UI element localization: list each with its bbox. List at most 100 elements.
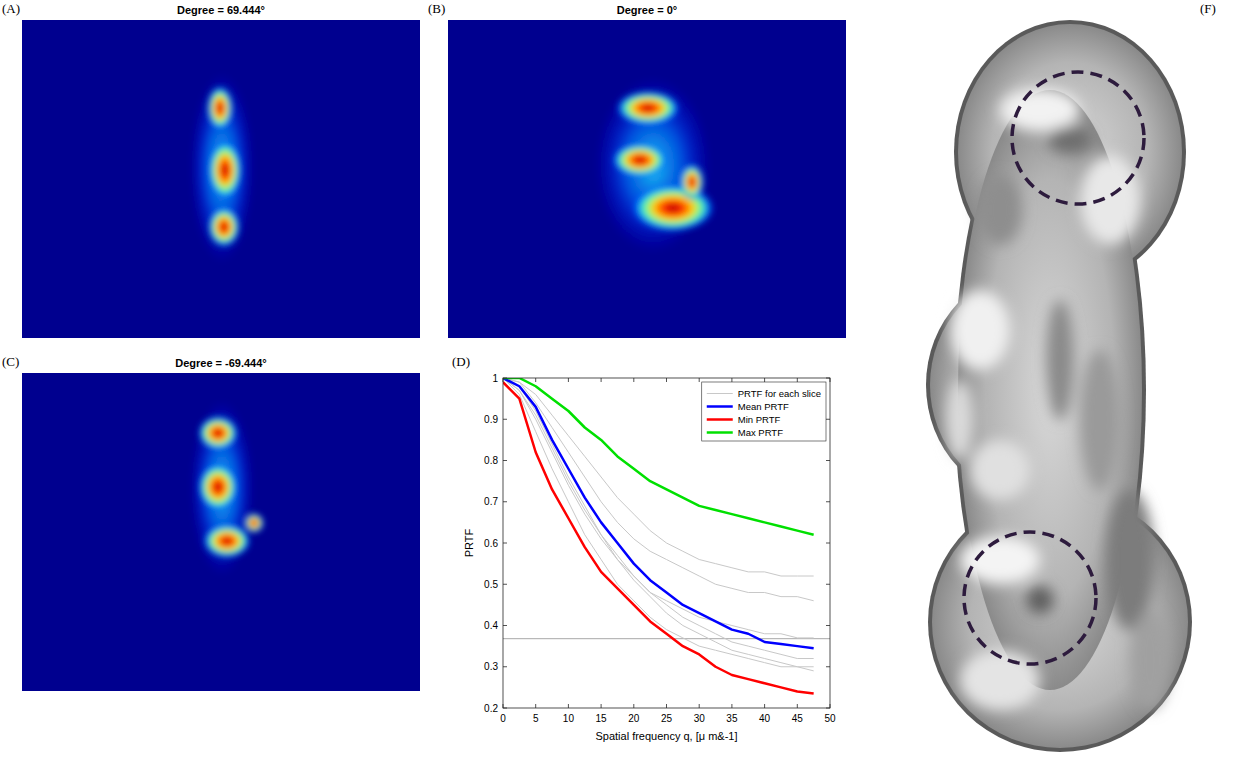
panel-letter: (C): [2, 354, 19, 369]
y-tick-label: 0.6: [484, 538, 498, 549]
highlight-circle: [1012, 72, 1144, 204]
panel-title: Degree = 0°: [617, 4, 677, 16]
y-tick: [826, 666, 830, 667]
legend-label: Max PRTF: [738, 427, 783, 438]
panel-letter: (A): [2, 1, 20, 16]
y-tick: [503, 460, 507, 461]
image-panel: Degree = 69.444° (A): [2, 1, 420, 338]
marks: [503, 378, 830, 694]
threshold-line: [503, 638, 830, 639]
blob: [616, 91, 680, 125]
y-tick-label: 0.3: [484, 661, 498, 672]
blob: [680, 164, 704, 200]
legend-label: Mean PRTF: [738, 401, 789, 412]
x-tick: [731, 378, 732, 382]
shade: [1130, 610, 1170, 710]
shade: [960, 650, 1040, 710]
x-tick: [601, 704, 602, 708]
legend-box: [702, 382, 826, 441]
y-tick: [503, 543, 507, 544]
y-tick: [826, 708, 830, 709]
x-tick-label: 15: [596, 713, 608, 724]
x-tick-label: 25: [661, 713, 673, 724]
x-tick: [830, 704, 831, 708]
plot-frame: [503, 378, 830, 708]
figure: Degree = 69.444° (A) Degree = 0°(B)Degree …: [0, 0, 1235, 759]
x-tick: [633, 378, 634, 382]
x-tick: [535, 704, 536, 708]
y-tick: [826, 501, 830, 502]
halo: [190, 73, 254, 263]
blob: [208, 207, 240, 247]
x-tick: [797, 704, 798, 708]
y-tick-label: 0.4: [484, 620, 498, 631]
blob: [244, 513, 264, 533]
legend-swatch: [707, 418, 733, 421]
y-tick: [826, 378, 830, 379]
y-tick: [503, 419, 507, 420]
legend-swatch: [707, 393, 733, 394]
x-tick-label: 10: [563, 713, 575, 724]
intensity-map: [595, 77, 715, 253]
x-tick: [666, 704, 667, 708]
panel-title: Degree = 69.444°: [177, 4, 265, 16]
image-panel: Degree = -69.444°(C): [2, 354, 420, 691]
slice-line: [503, 378, 814, 576]
legend-swatch: [707, 405, 733, 408]
x-tick: [568, 704, 569, 708]
x-tick: [503, 378, 504, 382]
render-panel: (F): [926, 1, 1216, 752]
image-panel: Degree = 0°(B): [428, 1, 846, 338]
series-line: [503, 378, 814, 535]
x-tick-label: 0: [500, 713, 506, 724]
x-tick: [830, 378, 831, 382]
y-tick: [503, 584, 507, 585]
shade: [1106, 490, 1154, 630]
shade: [960, 536, 1040, 584]
legend-swatch: [707, 431, 733, 434]
image-background: [22, 20, 420, 338]
y-tick-label: 0.2: [484, 703, 498, 714]
shade: [946, 380, 974, 460]
blob: [198, 463, 238, 511]
x-tick: [699, 704, 700, 708]
legend: PRTF for each sliceMean PRTFMin PRTFMax …: [702, 382, 826, 441]
y-tick-label: 1: [492, 373, 498, 384]
line-chart: 051015202530354045500.20.30.40.50.60.70.…: [452, 354, 836, 742]
y-tick: [826, 625, 830, 626]
series-line: [503, 378, 814, 648]
x-tick-label: 35: [726, 713, 738, 724]
x-axis-title: Spatial frequency q, [μ m&-1]: [595, 730, 737, 742]
x-tick: [633, 704, 634, 708]
intensity-map: [190, 400, 264, 576]
y-tick: [826, 543, 830, 544]
y-axis-title: PRTF: [463, 528, 475, 557]
y-tick: [503, 666, 507, 667]
legend-label: Min PRTF: [738, 414, 781, 425]
x-tick: [797, 378, 798, 382]
y-tick-label: 0.9: [484, 414, 498, 425]
y-tick: [503, 501, 507, 502]
shade: [1080, 350, 1120, 490]
blob: [612, 143, 668, 177]
x-tick-label: 50: [824, 713, 836, 724]
x-tick: [503, 704, 504, 708]
slice-line: [503, 378, 814, 659]
slice-line: [503, 378, 814, 667]
shade: [1046, 300, 1074, 420]
y-tick: [503, 378, 507, 379]
halo: [190, 400, 254, 576]
shade: [978, 175, 1022, 245]
x-tick: [764, 704, 765, 708]
y-tick: [826, 460, 830, 461]
image-background: [448, 20, 846, 338]
y-tick: [503, 625, 507, 626]
intensity-map: [190, 73, 254, 263]
slice-line: [503, 378, 814, 601]
x-tick: [535, 378, 536, 382]
image-background: [22, 373, 420, 691]
shade: [1080, 155, 1140, 245]
shade: [950, 290, 1010, 370]
highlight-circle: [964, 532, 1096, 664]
blob: [631, 184, 715, 232]
